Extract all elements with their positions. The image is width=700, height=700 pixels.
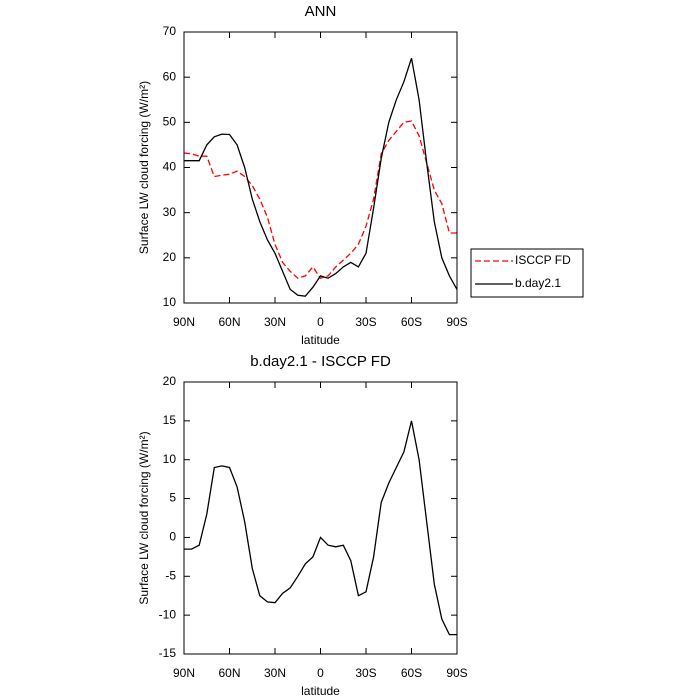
- y-tick-label: 70: [163, 24, 177, 38]
- y-tick-label: -15: [159, 646, 177, 660]
- y-tick-label: 5: [169, 491, 176, 505]
- legend-label: ISCCP FD: [515, 253, 571, 267]
- data-line: [184, 420, 457, 636]
- x-tick-label: 0: [317, 315, 324, 329]
- x-tick-label: 60S: [401, 666, 422, 680]
- chart-title: b.day2.1 - ISCCP FD: [250, 353, 391, 370]
- y-tick-label: 10: [163, 452, 177, 466]
- x-tick-label: 90N: [173, 666, 195, 680]
- y-tick-label: -5: [165, 568, 176, 582]
- y-tick-label: 0: [169, 530, 176, 544]
- data-line: [184, 57, 458, 297]
- x-tick-label: 90N: [173, 315, 195, 329]
- x-tick-label: 30N: [264, 666, 286, 680]
- y-axis-label: Surface LW cloud forcing (W/m²): [137, 431, 151, 604]
- y-tick-label: 40: [163, 160, 177, 174]
- x-tick-label: 30S: [355, 315, 376, 329]
- legend-box: [470, 248, 584, 298]
- x-tick-label: 90S: [446, 666, 467, 680]
- x-tick-label: 30N: [264, 315, 286, 329]
- x-tick-label: 60N: [218, 315, 240, 329]
- x-tick-label: 90S: [446, 315, 467, 329]
- x-axis-label: latitude: [301, 333, 340, 347]
- y-tick-label: 20: [163, 374, 177, 388]
- plot-frame: [183, 381, 458, 655]
- y-tick-label: 30: [163, 205, 177, 219]
- x-tick-label: 30S: [355, 666, 376, 680]
- x-tick-label: 60N: [218, 666, 240, 680]
- y-tick-label: 10: [163, 295, 177, 309]
- y-tick-label: 15: [163, 413, 177, 427]
- data-line: [183, 120, 457, 279]
- x-tick-label: 60S: [401, 315, 422, 329]
- legend-label: b.day2.1: [515, 276, 561, 290]
- y-tick-label: -10: [159, 607, 177, 621]
- y-tick-label: 50: [163, 115, 177, 129]
- y-axis-label: Surface LW cloud forcing (W/m²): [137, 81, 151, 254]
- y-tick-label: 60: [163, 69, 177, 83]
- x-axis-label: latitude: [301, 684, 340, 698]
- x-tick-label: 0: [317, 666, 324, 680]
- plot-frame: [183, 31, 458, 304]
- chart-title: ANN: [305, 3, 337, 20]
- y-tick-label: 20: [163, 250, 177, 264]
